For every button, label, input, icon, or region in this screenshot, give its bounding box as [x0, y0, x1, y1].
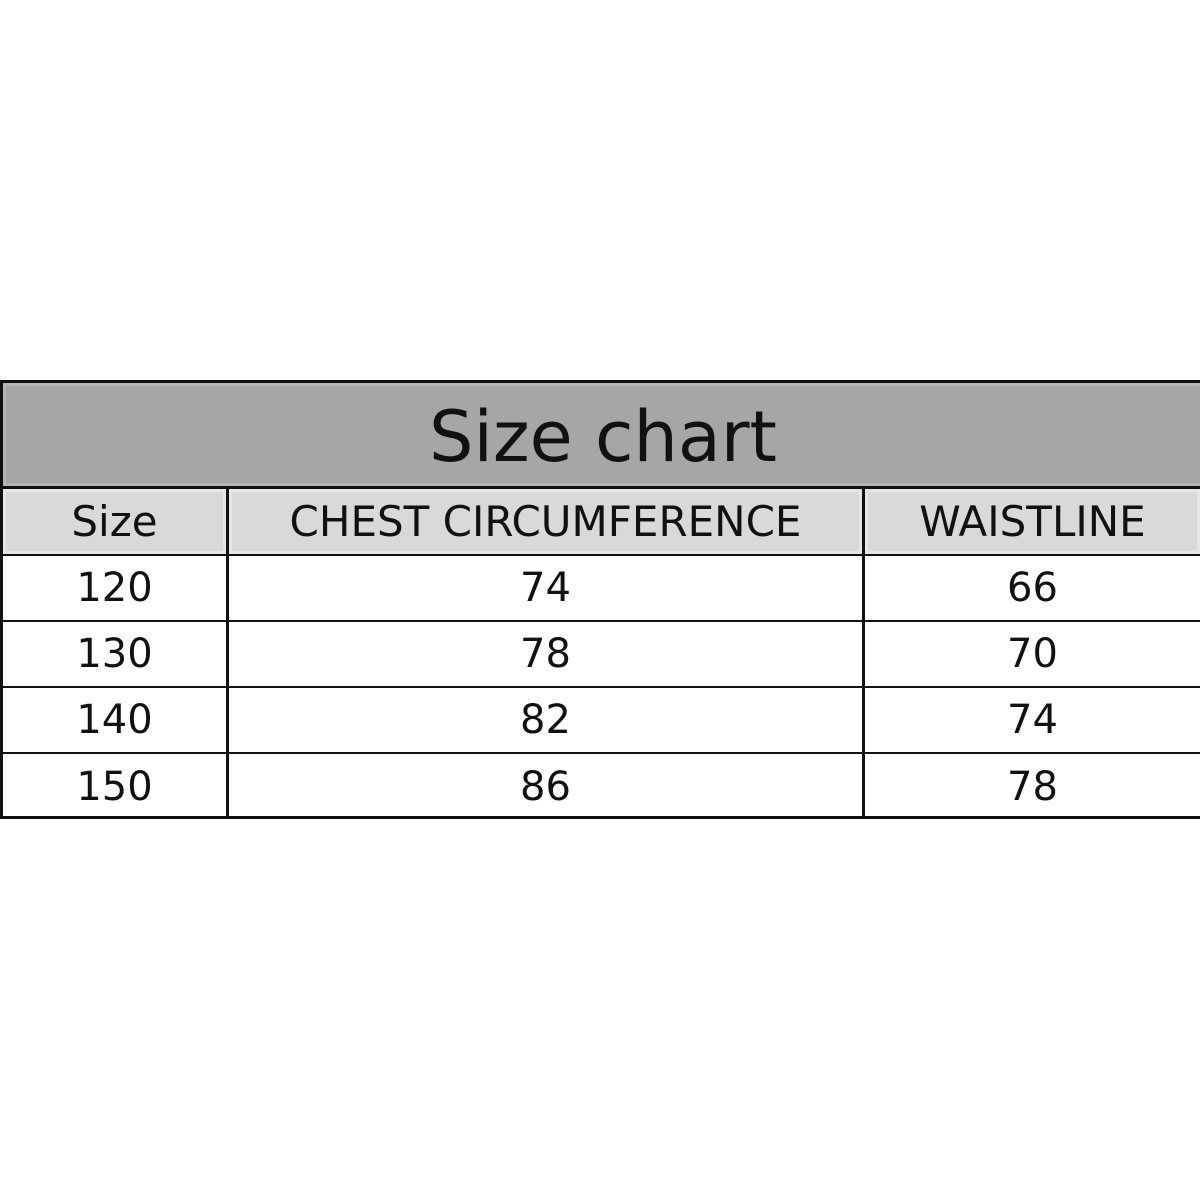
table-row: 150 86 78	[3, 754, 1200, 819]
size-cell: 130	[3, 622, 229, 686]
header-row: Size CHEST CIRCUMFERENCE WAISTLINE	[3, 489, 1200, 556]
table-row: 130 78 70	[3, 622, 1200, 688]
chest-cell: 86	[229, 754, 865, 819]
size-cell: 150	[3, 754, 229, 819]
table-row: 120 74 66	[3, 556, 1200, 622]
chest-cell: 74	[229, 556, 865, 620]
size-cell: 120	[3, 556, 229, 620]
waist-cell: 66	[1007, 565, 1058, 611]
table-row: 140 82 74	[3, 688, 1200, 754]
header-waistline: WAISTLINE	[865, 489, 1200, 554]
size-chart-table: Size chart Size CHEST CIRCUMFERENCE WAIS…	[0, 380, 1200, 819]
waist-cell: 74	[1007, 697, 1058, 743]
size-cell: 140	[3, 688, 229, 752]
chest-cell: 78	[229, 622, 865, 686]
chest-cell: 82	[229, 688, 865, 752]
table-title: Size chart	[3, 383, 1200, 489]
waist-cell: 70	[1007, 631, 1058, 677]
header-size: Size	[3, 489, 229, 554]
header-chest: CHEST CIRCUMFERENCE	[229, 489, 865, 554]
waist-cell: 78	[1007, 763, 1058, 810]
